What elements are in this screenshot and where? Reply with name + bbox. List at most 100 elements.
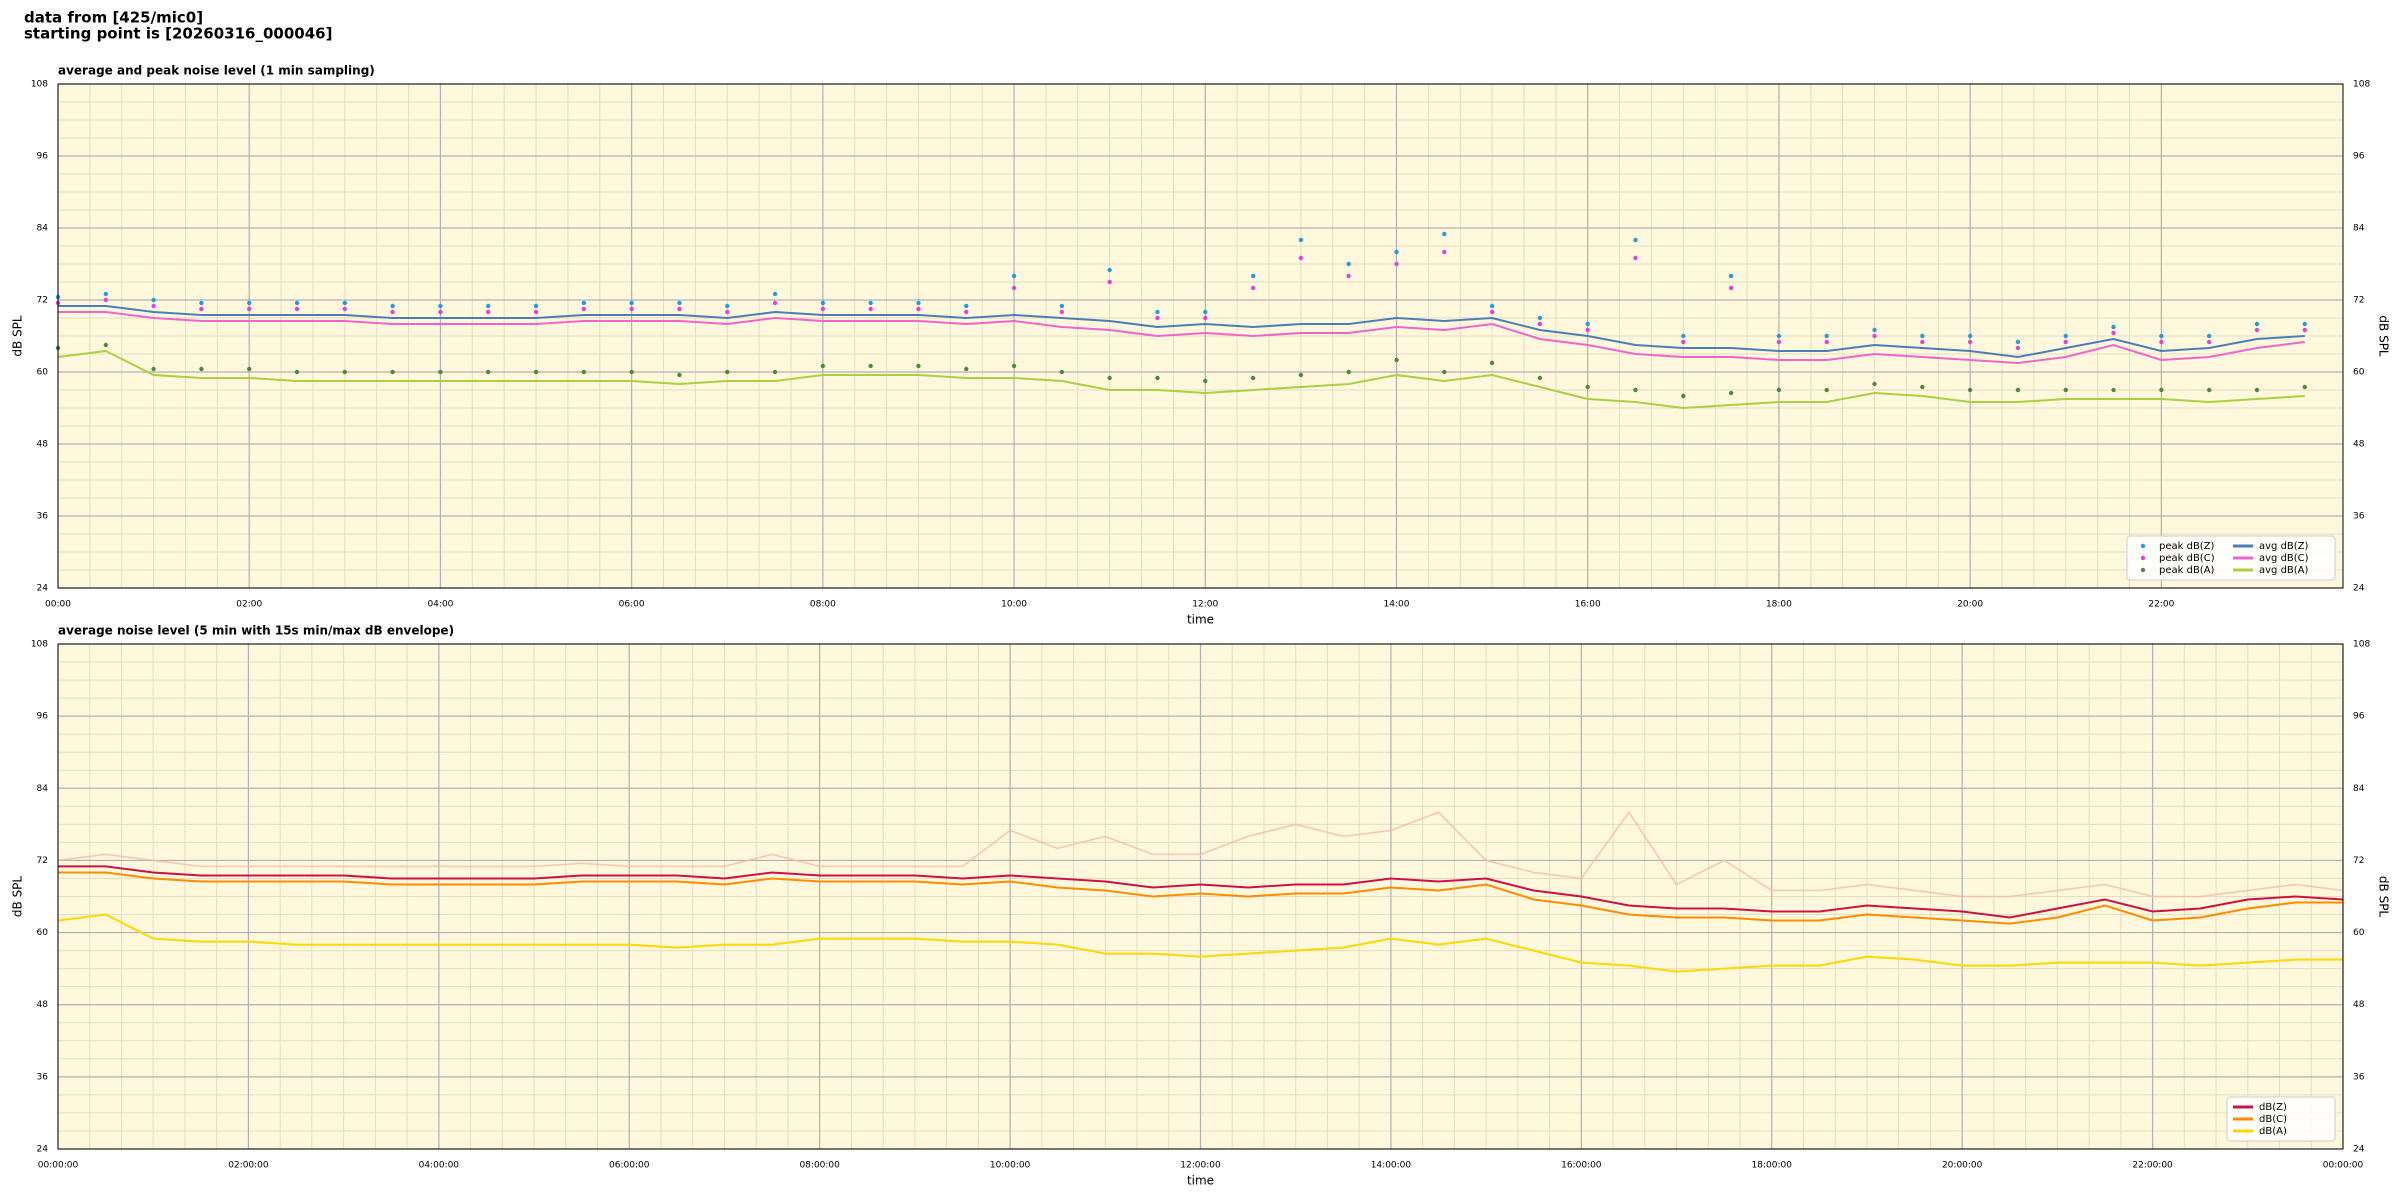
y-tick-label: 84 <box>2353 224 2365 234</box>
scatter-point <box>1633 255 1638 261</box>
y-tick-label: 48 <box>37 440 49 450</box>
scatter-point <box>868 300 873 306</box>
x-tick-label: 08:00 <box>810 600 836 610</box>
x-tick-label: 22:00:00 <box>2132 1161 2173 1171</box>
scatter-point <box>103 342 109 348</box>
scatter-point <box>247 300 252 306</box>
x-tick-label: 10:00:00 <box>990 1161 1031 1171</box>
y-tick-label: 24 <box>2353 1145 2365 1155</box>
scatter-point <box>294 306 300 312</box>
scatter-point <box>581 306 587 312</box>
scatter-point <box>1346 261 1351 267</box>
y-tick-label: 84 <box>37 224 49 234</box>
scatter-point <box>1155 375 1160 381</box>
scatter-point <box>2015 387 2021 393</box>
line <box>58 305 2305 359</box>
scatter-point <box>2302 327 2307 333</box>
scatter-point <box>342 300 348 306</box>
scatter-point <box>438 303 443 309</box>
header-line: starting point is [20260316_000046] <box>24 25 332 43</box>
y-axis-label: dB SPL <box>2377 876 2391 918</box>
scatter-point <box>103 291 109 297</box>
scatter-point <box>1250 375 1256 381</box>
y-tick-label: 36 <box>2353 512 2365 522</box>
scatter-point <box>533 309 539 315</box>
x-axis-label: time <box>1187 613 1214 627</box>
scatter-point <box>342 369 348 375</box>
line <box>58 311 2305 365</box>
scatter-point <box>581 300 587 306</box>
legend-label: dB(Z) <box>2259 1102 2287 1113</box>
legend-label: peak dB(Z) <box>2159 541 2215 552</box>
chart-title: average noise level (5 min with 15s min/… <box>58 624 454 638</box>
legend-marker <box>2140 543 2146 549</box>
scatter-point <box>964 309 969 315</box>
y-tick-label: 48 <box>37 1000 49 1010</box>
scatter-point <box>820 363 826 369</box>
scatter-point <box>772 291 778 297</box>
scatter-point <box>1728 285 1734 291</box>
y-tick-label: 108 <box>31 80 48 90</box>
x-tick-label: 06:00 <box>619 600 645 610</box>
legend-box <box>2226 1096 2336 1142</box>
scatter-point <box>1585 321 1590 327</box>
y-tick-label: 60 <box>2353 928 2365 938</box>
y-tick-label: 96 <box>37 152 49 162</box>
scatter-point <box>1489 360 1495 366</box>
line <box>58 865 2344 919</box>
scatter-point <box>1967 333 1973 339</box>
y-tick-label: 96 <box>2353 712 2365 722</box>
scatter-point <box>629 300 634 306</box>
y-tick-label: 84 <box>2353 784 2365 794</box>
scatter-point <box>1585 384 1590 390</box>
scatter-point <box>1872 327 1877 333</box>
scatter-point <box>1489 309 1495 315</box>
scatter-point <box>1920 384 1925 390</box>
x-tick-label: 12:00:00 <box>1180 1161 1221 1171</box>
legend-marker <box>2140 555 2146 561</box>
legend-label: avg dB(A) <box>2259 565 2309 576</box>
scatter-point <box>725 303 730 309</box>
scatter-point <box>2015 339 2021 345</box>
scatter-point <box>1967 339 1973 345</box>
scatter-point <box>486 303 491 309</box>
chart-title: average and peak noise level (1 min samp… <box>58 64 375 78</box>
scatter-point <box>1681 393 1686 399</box>
legend-label: dB(C) <box>2259 1114 2287 1125</box>
scatter-point <box>294 369 300 375</box>
scatter-point <box>1107 375 1112 381</box>
header-line: data from [425/mic0] <box>24 9 203 27</box>
line <box>57 913 2343 973</box>
scatter-point <box>151 297 156 303</box>
scatter-point <box>390 369 395 375</box>
scatter-point <box>2206 387 2212 393</box>
scatter-point <box>772 369 778 375</box>
scatter-point <box>2159 387 2164 393</box>
x-tick-label: 10:00 <box>1001 600 1027 610</box>
scatter-point <box>1442 369 1447 375</box>
x-tick-label: 20:00 <box>1957 600 1983 610</box>
x-tick-label: 20:00:00 <box>1942 1161 1983 1171</box>
y-axis-label: dB SPL <box>11 876 25 918</box>
y-tick-label: 72 <box>2353 856 2364 866</box>
scatter-point <box>1967 387 1973 393</box>
scatter-point <box>2254 387 2260 393</box>
line <box>57 349 2305 410</box>
x-tick-label: 14:00:00 <box>1371 1161 1412 1171</box>
scatter-point <box>1537 375 1543 381</box>
scatter-point <box>725 309 730 315</box>
scatter-point <box>438 369 443 375</box>
x-tick-label: 08:00:00 <box>799 1161 840 1171</box>
legend-box <box>2126 535 2336 581</box>
scatter-point <box>868 306 873 312</box>
scatter-point <box>1537 315 1543 321</box>
scatter-point <box>2254 327 2260 333</box>
scatter-point <box>916 363 921 369</box>
scatter-point <box>1633 387 1638 393</box>
y-tick-label: 24 <box>2353 584 2365 594</box>
x-tick-label: 18:00 <box>1766 600 1792 610</box>
x-tick-label: 14:00 <box>1384 600 1410 610</box>
scatter-point <box>1824 387 1829 393</box>
x-tick-label: 00:00 <box>45 600 71 610</box>
